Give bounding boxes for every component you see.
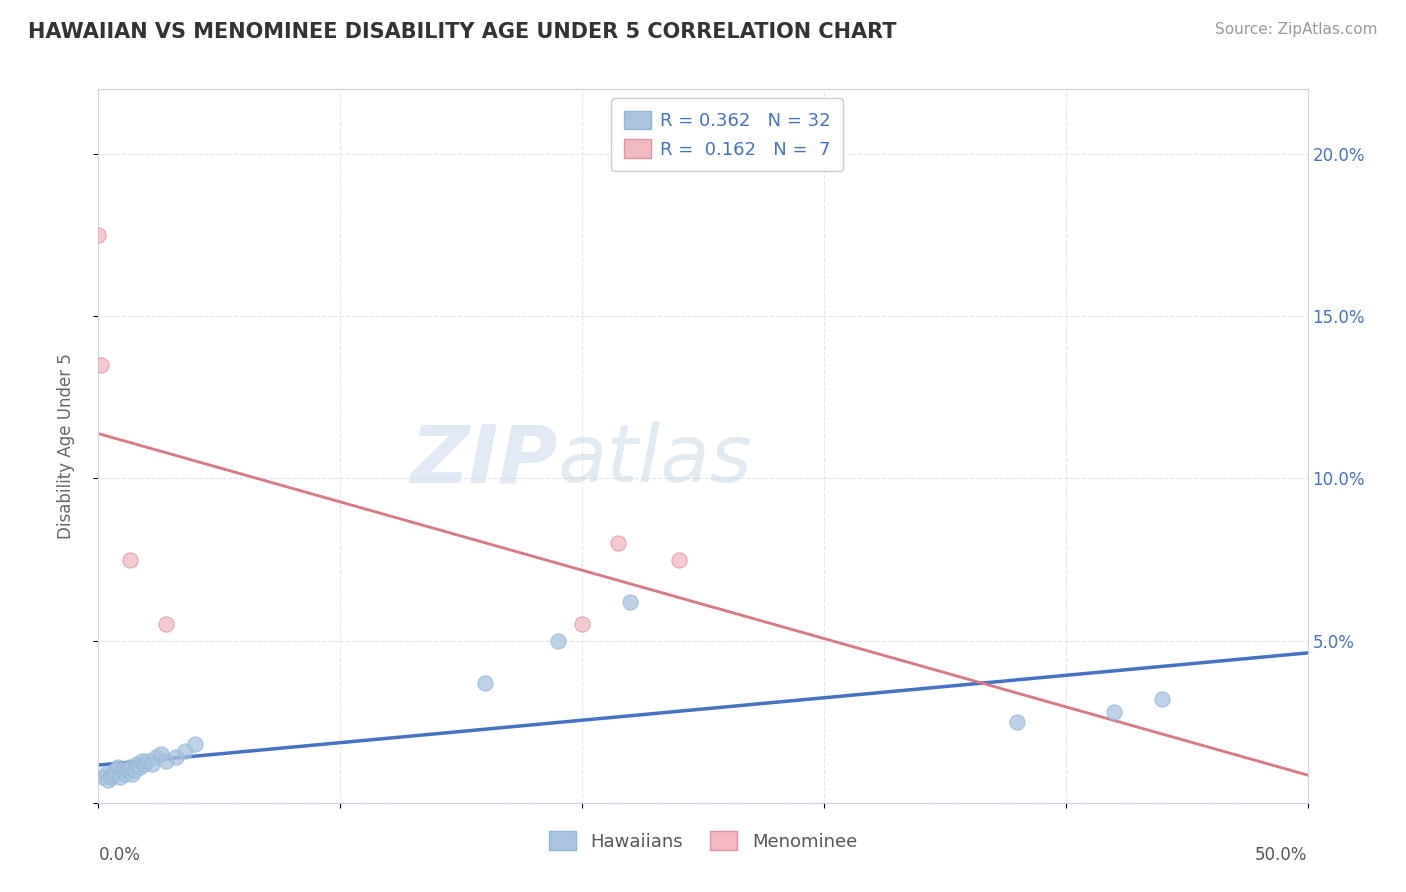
Point	[117, 764, 139, 778]
Text: ZIP: ZIP	[411, 421, 558, 500]
Point	[184, 738, 207, 752]
Point	[150, 747, 173, 761]
Legend: Hawaiians, Menominee: Hawaiians, Menominee	[541, 824, 865, 858]
Point	[155, 617, 177, 632]
Point	[131, 754, 153, 768]
Point	[141, 756, 163, 771]
Point	[134, 756, 156, 771]
Point	[124, 764, 146, 778]
Point	[607, 536, 630, 550]
Point	[155, 754, 177, 768]
Point	[121, 766, 143, 780]
Point	[547, 633, 569, 648]
Text: atlas: atlas	[558, 421, 752, 500]
Point	[128, 760, 150, 774]
Point	[174, 744, 197, 758]
Point	[97, 773, 120, 788]
Point	[90, 358, 112, 372]
Point	[127, 756, 149, 771]
Point	[1152, 692, 1174, 706]
Point	[619, 595, 641, 609]
Point	[108, 770, 131, 784]
Point	[91, 770, 114, 784]
Point	[118, 552, 141, 566]
Text: HAWAIIAN VS MENOMINEE DISABILITY AGE UNDER 5 CORRELATION CHART: HAWAIIAN VS MENOMINEE DISABILITY AGE UND…	[28, 22, 897, 42]
Point	[145, 750, 167, 764]
Point	[87, 228, 110, 243]
Point	[135, 754, 157, 768]
Point	[165, 750, 187, 764]
Point	[111, 764, 134, 778]
Point	[100, 770, 122, 784]
Point	[1102, 705, 1125, 719]
Point	[1007, 714, 1029, 729]
Text: 0.0%: 0.0%	[98, 846, 141, 863]
Point	[118, 760, 141, 774]
Point	[94, 766, 117, 780]
Text: 50.0%: 50.0%	[1256, 846, 1308, 863]
Point	[107, 760, 129, 774]
Point	[668, 552, 690, 566]
Text: Source: ZipAtlas.com: Source: ZipAtlas.com	[1215, 22, 1378, 37]
Point	[474, 675, 496, 690]
Y-axis label: Disability Age Under 5: Disability Age Under 5	[56, 353, 75, 539]
Point	[101, 766, 124, 780]
Point	[571, 617, 593, 632]
Point	[104, 764, 127, 778]
Point	[114, 766, 136, 780]
